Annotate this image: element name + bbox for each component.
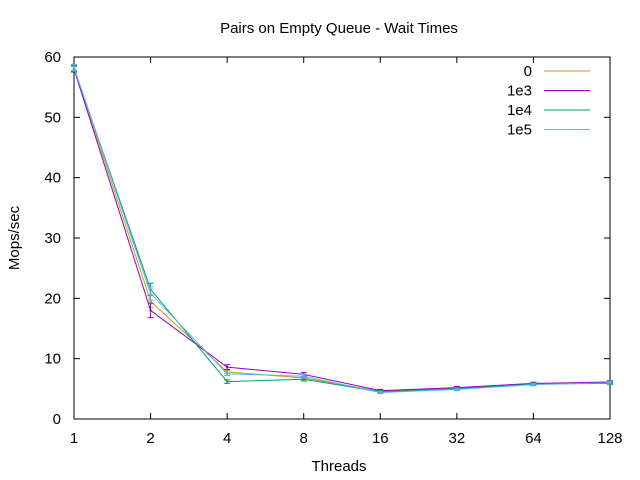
- y-tick-label: 60: [44, 49, 61, 66]
- series-1e5: [71, 63, 613, 395]
- plot-area: 0 10 20 30 40 50 60 1 2 4 8 16 32 64 128: [44, 49, 622, 447]
- data-point: [608, 381, 612, 384]
- x-tick-label: 64: [525, 430, 542, 447]
- legend-label: 1e4: [507, 102, 532, 119]
- x-tick-label: 4: [223, 430, 231, 447]
- data-point: [302, 374, 305, 378]
- x-tick-label: 8: [300, 430, 308, 447]
- data-point: [149, 309, 152, 312]
- series-line: [73, 68, 611, 392]
- legend-label: 1e3: [507, 83, 532, 100]
- y-tick-label: 30: [44, 230, 61, 247]
- data-point: [225, 380, 229, 383]
- data-point: [302, 377, 305, 381]
- data-point: [225, 372, 229, 375]
- y-tick-label: 40: [44, 170, 61, 187]
- series-line: [73, 68, 611, 393]
- legend: 0 1e3 1e4 1e5: [507, 63, 590, 139]
- legend-label: 0: [524, 63, 532, 80]
- y-tick-label: 50: [44, 109, 61, 126]
- data-point: [455, 388, 459, 391]
- x-tick-label: 2: [146, 430, 154, 447]
- data-point: [72, 66, 76, 69]
- data-point: [379, 391, 382, 394]
- y-tick-label: 0: [53, 411, 61, 428]
- data-point: [149, 292, 152, 295]
- y-axis-label: Mops/sec: [6, 205, 23, 270]
- data-point: [149, 300, 152, 303]
- data-point: [532, 383, 535, 386]
- chart-title: Pairs on Empty Queue - Wait Times: [220, 20, 458, 37]
- x-tick-label: 32: [449, 430, 466, 447]
- y-tick-label: 10: [44, 351, 61, 368]
- x-tick-label: 1: [70, 430, 78, 447]
- series-line: [73, 67, 611, 394]
- x-tick-label: 16: [372, 430, 389, 447]
- data-point: [225, 365, 229, 369]
- legend-label: 1e5: [507, 122, 532, 139]
- x-tick-label: 128: [597, 430, 622, 447]
- x-axis-label: Threads: [311, 458, 366, 475]
- y-tick-label: 20: [44, 290, 61, 307]
